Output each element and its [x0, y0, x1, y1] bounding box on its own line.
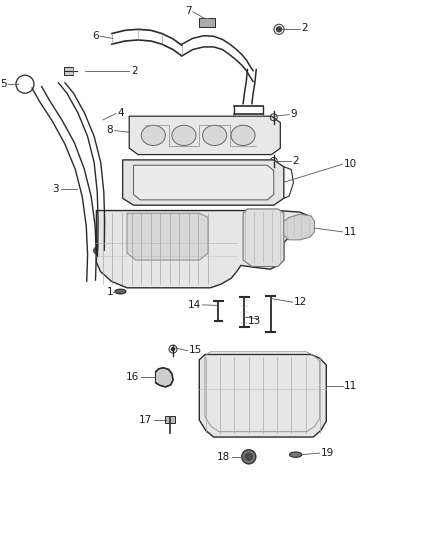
Text: 8: 8: [106, 125, 113, 135]
Polygon shape: [134, 165, 274, 200]
Circle shape: [94, 247, 101, 254]
Text: 2: 2: [293, 156, 299, 166]
Text: 14: 14: [187, 300, 201, 310]
Text: 11: 11: [344, 227, 357, 237]
Ellipse shape: [231, 125, 255, 146]
Text: 6: 6: [92, 31, 99, 41]
Text: 4: 4: [117, 108, 124, 118]
Text: 2: 2: [301, 23, 308, 33]
Bar: [165, 416, 175, 423]
Text: 5: 5: [0, 79, 7, 88]
Circle shape: [242, 450, 256, 464]
Ellipse shape: [141, 125, 165, 146]
Text: 18: 18: [217, 452, 230, 462]
Ellipse shape: [202, 125, 227, 146]
Text: 1: 1: [106, 287, 113, 296]
Text: 3: 3: [53, 184, 59, 194]
Text: 10: 10: [344, 159, 357, 168]
Text: 13: 13: [247, 316, 261, 326]
Polygon shape: [96, 211, 313, 288]
Polygon shape: [155, 368, 173, 387]
Polygon shape: [284, 214, 314, 240]
Text: 16: 16: [126, 373, 139, 382]
Circle shape: [276, 27, 282, 32]
Bar: [64, 67, 73, 75]
Bar: [199, 18, 215, 27]
Text: 12: 12: [294, 297, 307, 307]
Circle shape: [245, 453, 252, 461]
Text: 7: 7: [185, 6, 191, 15]
Text: 19: 19: [321, 448, 334, 457]
Polygon shape: [243, 209, 284, 266]
Text: 17: 17: [139, 415, 152, 425]
Text: 9: 9: [290, 109, 297, 119]
Polygon shape: [129, 116, 280, 155]
Polygon shape: [199, 354, 326, 437]
Ellipse shape: [172, 125, 196, 146]
Ellipse shape: [115, 289, 126, 294]
Polygon shape: [127, 213, 208, 260]
Text: 2: 2: [131, 66, 138, 76]
Ellipse shape: [290, 452, 302, 457]
Polygon shape: [123, 160, 284, 205]
Text: 11: 11: [344, 382, 357, 391]
Text: 15: 15: [188, 345, 201, 355]
Circle shape: [172, 348, 174, 351]
